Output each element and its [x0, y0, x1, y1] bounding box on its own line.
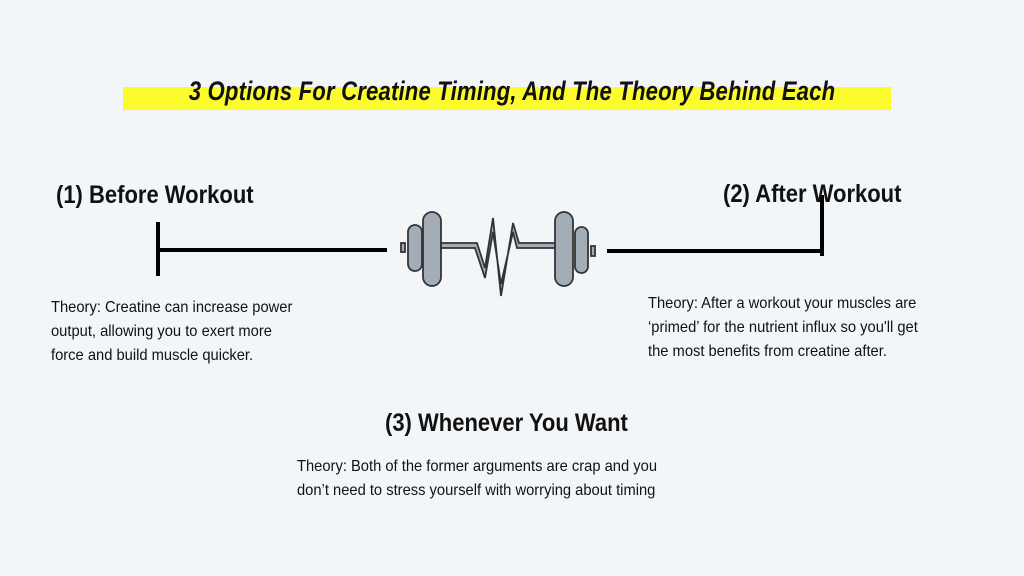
theory-line: Theory: Creatine can increase power: [51, 299, 293, 316]
theory-line: Theory: Both of the former arguments are…: [297, 458, 658, 475]
theory-line: the most benefits from creatine after.: [648, 343, 887, 360]
option-1-heading: (1) Before Workout: [56, 181, 254, 209]
page-title: 3 Options For Creatine Timing, And The T…: [188, 76, 836, 106]
option-3-theory: Theory: Both of the former arguments are…: [297, 455, 657, 503]
option-1-theory: Theory: Creatine can increase power outp…: [51, 296, 292, 368]
theory-line: force and build muscle quicker.: [51, 347, 254, 364]
option-3-heading: (3) Whenever You Want: [385, 409, 628, 437]
theory-line: output, allowing you to exert more: [51, 323, 272, 340]
theory-line: don’t need to stress yourself with worry…: [297, 482, 656, 499]
theory-line: ‘primed’ for the nutrient influx so you'…: [648, 319, 918, 336]
timeline-lines: [156, 195, 824, 276]
dumbbell-heartbeat-icon: [400, 211, 596, 297]
theory-line: Theory: After a workout your muscles are: [648, 295, 917, 312]
option-2-theory: Theory: After a workout your muscles are…: [648, 292, 918, 364]
option-2-heading: (2) After Workout: [723, 180, 902, 208]
title-highlight: [123, 87, 891, 110]
